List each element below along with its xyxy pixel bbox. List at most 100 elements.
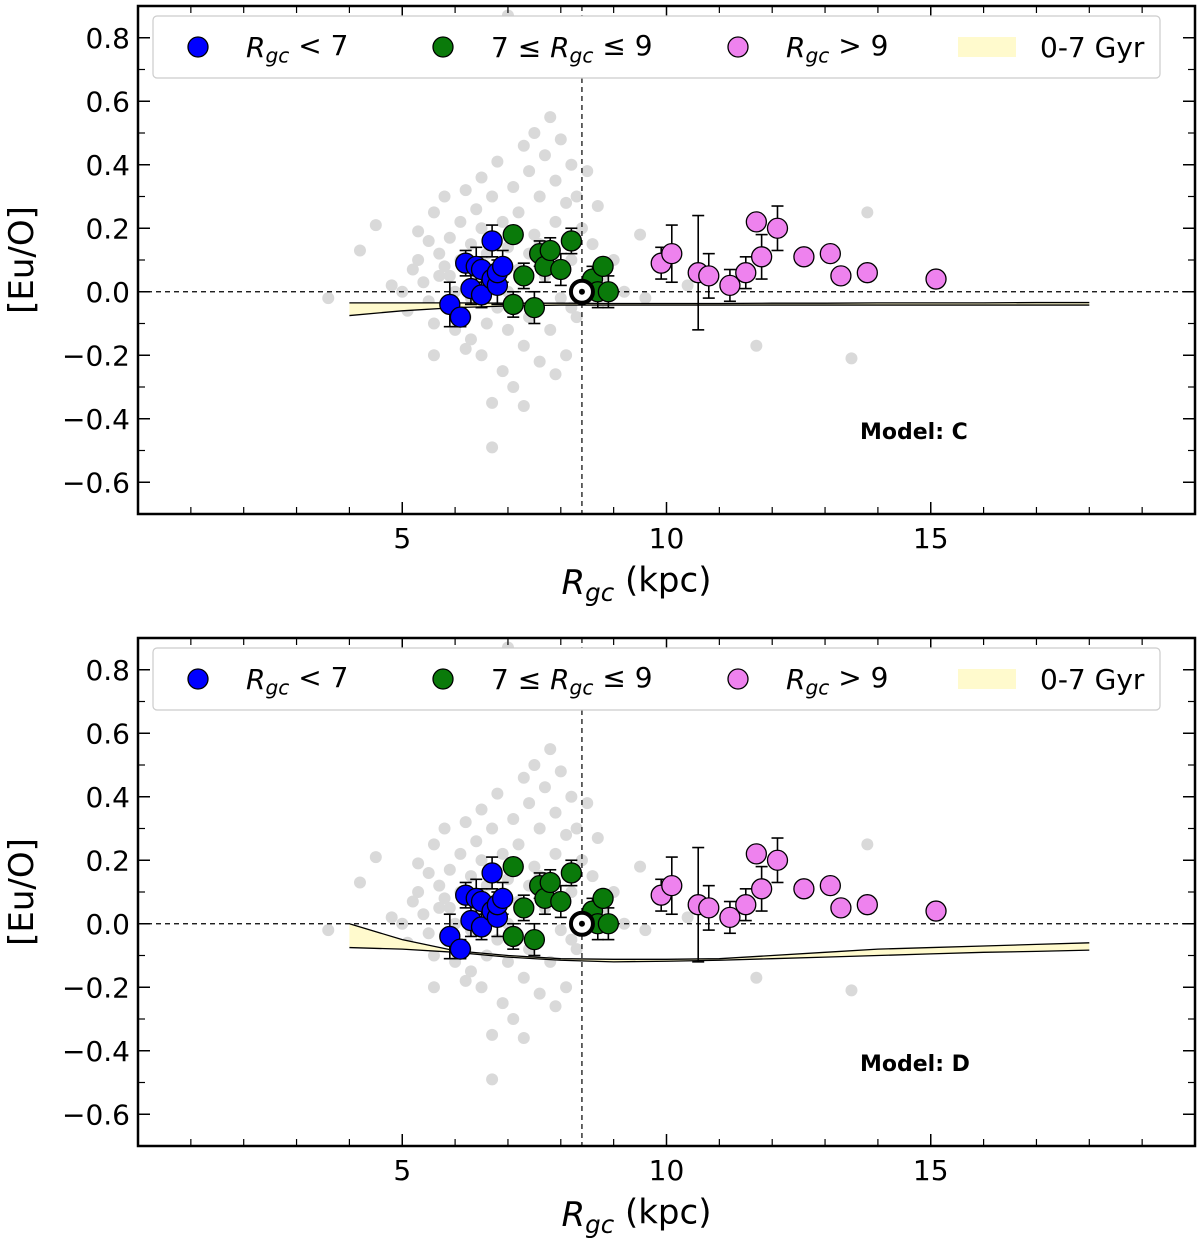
plot-area <box>138 6 1195 514</box>
group-1-point <box>470 916 493 938</box>
background-star-point <box>544 111 557 124</box>
background-star-point <box>591 200 604 213</box>
background-star-point <box>475 803 488 816</box>
background-star-point <box>459 816 472 829</box>
background-star-point <box>422 927 435 940</box>
background-star-point <box>369 851 382 864</box>
background-star-point <box>459 184 472 197</box>
background-star-point <box>353 244 366 257</box>
background-star-point <box>427 317 440 330</box>
background-star-point <box>528 228 541 241</box>
background-star-point <box>517 400 530 413</box>
background-star-point <box>454 847 467 860</box>
background-star-point <box>575 854 588 867</box>
background-star-point <box>507 1013 520 1025</box>
background-star-point <box>570 822 583 835</box>
background-star-point <box>496 847 509 860</box>
background-star-point <box>565 933 578 946</box>
legend-marker <box>727 36 749 58</box>
y-tick-label: 0.6 <box>85 85 130 118</box>
model-label: Model: D <box>860 1052 970 1077</box>
x-axis-label: Rgc (kpc) <box>562 560 712 607</box>
group-2-point <box>523 296 546 319</box>
group-2-point <box>502 855 524 878</box>
background-star-point <box>433 901 446 914</box>
background-star-point <box>517 771 530 784</box>
group-2-point <box>550 258 572 281</box>
background-star-point <box>554 924 567 937</box>
background-star-point <box>528 860 541 873</box>
y-tick-label: −0.4 <box>62 1035 130 1068</box>
y-axis-label: [Eu/O] <box>2 206 42 314</box>
group-3-point <box>793 246 815 268</box>
background-star-point <box>464 238 477 251</box>
y-tick-label: 0.2 <box>85 844 130 877</box>
background-star-point <box>581 165 594 178</box>
legend-label: Rgc > 9 <box>786 661 888 700</box>
chart-panel-1: 5 10 15 −0.6 −0.4 −0.2 0.0 0.2 0.4 0.6 0.8 Rgc (kpc… <box>2 4 1197 607</box>
background-star-point <box>507 812 520 825</box>
legend-label: Rgc < 7 <box>246 29 348 68</box>
background-star-point <box>459 974 472 987</box>
background-star-point <box>412 254 425 266</box>
group-2-point <box>513 265 535 287</box>
group-3-point <box>719 274 741 297</box>
background-star-point <box>507 381 520 393</box>
background-star-point <box>475 981 488 994</box>
background-star-point <box>475 854 488 867</box>
y-axis-label: [Eu/O] <box>2 838 42 946</box>
sun-symbol-center <box>578 288 585 295</box>
background-star-point <box>570 311 583 324</box>
group-2-point <box>539 239 561 262</box>
background-star-point <box>861 206 874 219</box>
group-3-point <box>750 878 773 900</box>
background-star-point <box>634 860 647 873</box>
background-star-point <box>433 269 446 282</box>
background-star-point <box>443 901 456 914</box>
background-star-point <box>496 997 509 1010</box>
x-tick-label: 5 <box>393 1154 411 1187</box>
background-star-point <box>417 908 430 921</box>
background-star-point <box>438 822 451 835</box>
background-star-point <box>634 228 647 241</box>
background-star-point <box>486 190 499 203</box>
group-3-point <box>698 265 720 287</box>
background-star-point <box>639 292 652 305</box>
group-3-point <box>766 217 789 239</box>
background-star-point <box>501 955 514 968</box>
group-1-point <box>470 284 493 306</box>
background-star-point <box>517 971 530 984</box>
model-band-upper-edge <box>349 301 1090 305</box>
background-star-point <box>443 863 456 876</box>
group-1-point <box>492 887 514 909</box>
model-age-band <box>349 923 1090 962</box>
background-star-point <box>406 895 419 908</box>
background-star-point <box>554 133 567 146</box>
group-3-point <box>661 242 683 265</box>
legend-marker <box>727 668 749 690</box>
background-star-point <box>470 203 483 216</box>
group-2-point <box>592 887 614 909</box>
group-2-point <box>597 281 620 303</box>
y-tick-label: 0.6 <box>85 717 130 750</box>
legend-box <box>152 647 1161 711</box>
background-star-point <box>385 911 398 924</box>
background-star-point <box>845 984 858 997</box>
background-star-point <box>412 886 425 898</box>
background-star-point <box>406 263 419 276</box>
background-star-point <box>470 835 483 848</box>
group-3-point <box>830 265 852 287</box>
background-star-point <box>475 222 488 235</box>
background-star-point <box>560 349 573 362</box>
background-star-point <box>554 292 567 305</box>
group-1-point <box>449 306 472 328</box>
model-band-lower-edge <box>349 304 1090 317</box>
legend-band-label: 0-7 Gyr <box>1040 663 1145 696</box>
background-star-point <box>845 352 858 365</box>
group-2-point <box>597 913 620 935</box>
group-2-point <box>539 871 561 894</box>
legend-label: 7 ≤ Rgc ≤ 9 <box>491 661 653 700</box>
legend-band-swatch <box>958 669 1016 689</box>
legend-band-label: 0-7 Gyr <box>1040 31 1145 64</box>
